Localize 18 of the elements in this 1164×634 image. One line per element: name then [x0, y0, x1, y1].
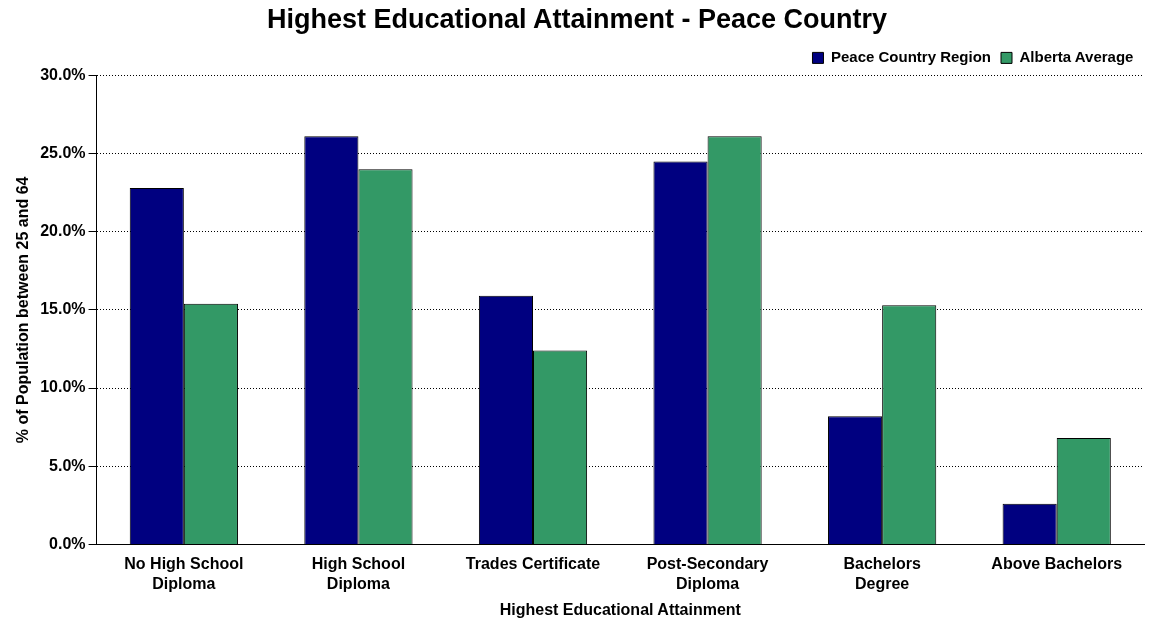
x-tick-label: Trades Certificate: [465, 555, 601, 573]
x-tick-label: Bachelors Degree: [843, 555, 921, 592]
legend-label: Peace Country Region: [830, 48, 992, 66]
y-tick-label: 10.0%: [40, 378, 86, 396]
legend-label: Alberta Average: [1019, 48, 1134, 66]
y-tick-label: 0.0%: [49, 534, 86, 552]
y-tick-label: 15.0%: [40, 300, 86, 318]
x-tick-label: Post-Secondary Diploma: [646, 555, 769, 592]
x-tick-label: No High School Diploma: [124, 555, 244, 592]
x-tick-label: Above Bachelors: [991, 555, 1123, 573]
chart-title: Highest Educational Attainment - Peace Country: [266, 3, 888, 34]
y-axis-title: % of Population between 25 and 64: [14, 176, 32, 444]
x-tick-label: High School Diploma: [311, 555, 406, 592]
y-tick-label: 30.0%: [40, 65, 86, 83]
y-tick-label: 25.0%: [40, 143, 86, 161]
y-tick-label: 20.0%: [40, 222, 86, 240]
y-tick-label: 5.0%: [49, 456, 86, 474]
x-axis-title: Highest Educational Attainment: [499, 600, 742, 618]
